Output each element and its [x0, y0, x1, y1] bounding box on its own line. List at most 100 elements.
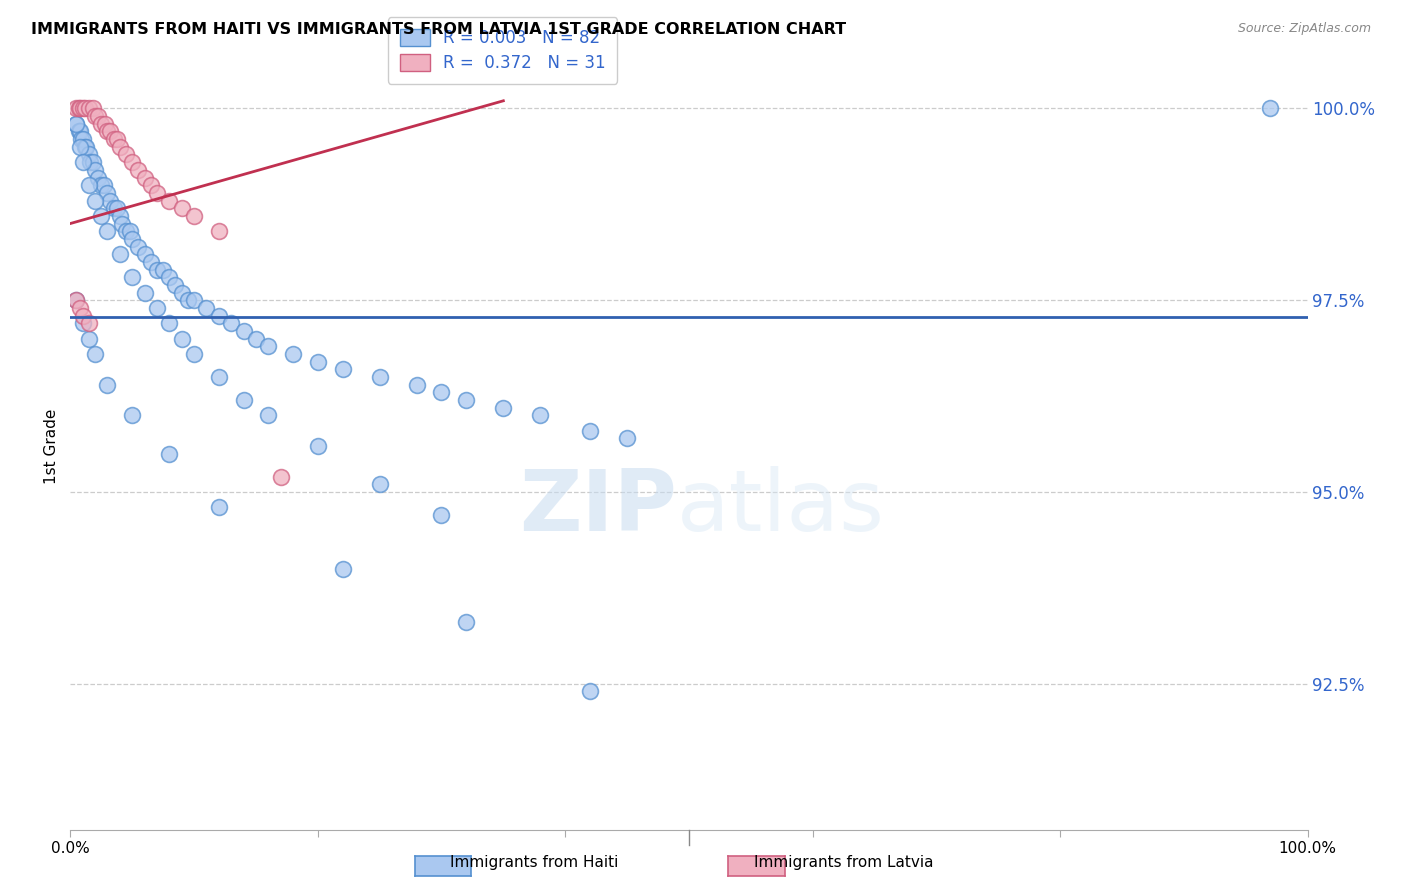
Point	[69, 301, 91, 315]
Point	[270, 469, 292, 483]
Point	[96, 224, 118, 238]
Point	[115, 147, 138, 161]
Point	[134, 247, 156, 261]
Point	[332, 562, 354, 576]
Point	[152, 262, 174, 277]
Point	[146, 301, 169, 315]
Point	[115, 224, 138, 238]
Point	[157, 194, 180, 208]
Point	[108, 140, 131, 154]
Point	[368, 370, 391, 384]
Point	[307, 439, 329, 453]
Point	[96, 186, 118, 200]
Point	[183, 347, 205, 361]
Point	[65, 117, 87, 131]
Point	[579, 684, 602, 698]
Point	[67, 124, 90, 138]
Point	[127, 162, 149, 177]
Point	[69, 140, 91, 154]
Point	[69, 124, 91, 138]
Point	[430, 385, 453, 400]
Point	[134, 285, 156, 300]
Point	[65, 117, 87, 131]
Point	[93, 178, 115, 193]
Point	[208, 370, 231, 384]
Point	[257, 409, 280, 423]
Point	[84, 347, 107, 361]
Point	[157, 270, 180, 285]
Point	[67, 102, 90, 116]
Point	[105, 201, 128, 215]
Point	[121, 409, 143, 423]
Point	[170, 285, 193, 300]
Point	[77, 332, 100, 346]
Point	[492, 401, 515, 415]
Point	[332, 362, 354, 376]
Point	[79, 155, 101, 169]
Point	[208, 224, 231, 238]
Point	[65, 293, 87, 308]
Point	[127, 239, 149, 253]
Point	[72, 309, 94, 323]
Point	[121, 232, 143, 246]
Point	[96, 124, 118, 138]
Point	[170, 201, 193, 215]
Point	[139, 255, 162, 269]
Point	[108, 209, 131, 223]
Point	[579, 424, 602, 438]
Y-axis label: 1st Grade: 1st Grade	[44, 409, 59, 483]
Point	[94, 117, 117, 131]
Point	[177, 293, 200, 308]
Text: Immigrants from Haiti: Immigrants from Haiti	[450, 855, 619, 870]
Point	[84, 162, 107, 177]
Point	[65, 293, 87, 308]
Point	[134, 170, 156, 185]
Point	[90, 117, 112, 131]
Legend: R = 0.003   N = 82, R =  0.372   N = 31: R = 0.003 N = 82, R = 0.372 N = 31	[388, 17, 617, 84]
Point	[96, 377, 118, 392]
Point	[121, 155, 143, 169]
Point	[77, 178, 100, 193]
Point	[219, 316, 242, 330]
Point	[90, 178, 112, 193]
Point	[208, 500, 231, 515]
Point	[86, 170, 108, 185]
Point	[183, 293, 205, 308]
Text: ZIP: ZIP	[519, 466, 676, 549]
Text: atlas: atlas	[676, 466, 884, 549]
Point	[405, 377, 427, 392]
Point	[165, 277, 187, 292]
Point	[121, 270, 143, 285]
Point	[195, 301, 218, 315]
Point	[529, 409, 551, 423]
Point	[157, 447, 180, 461]
Point	[77, 147, 100, 161]
Point	[72, 132, 94, 146]
Point	[84, 194, 107, 208]
Point	[86, 109, 108, 123]
Point	[72, 102, 94, 116]
Point	[82, 102, 104, 116]
Point	[98, 194, 121, 208]
Text: IMMIGRANTS FROM HAITI VS IMMIGRANTS FROM LATVIA 1ST GRADE CORRELATION CHART: IMMIGRANTS FROM HAITI VS IMMIGRANTS FROM…	[31, 22, 846, 37]
Point	[616, 431, 638, 445]
Point	[82, 155, 104, 169]
Point	[281, 347, 304, 361]
Point	[70, 132, 93, 146]
Point	[183, 209, 205, 223]
Text: Immigrants from Latvia: Immigrants from Latvia	[754, 855, 934, 870]
Point	[65, 102, 87, 116]
Point	[139, 178, 162, 193]
Point	[456, 615, 478, 630]
Point	[111, 217, 134, 231]
Point	[430, 508, 453, 522]
Point	[1260, 102, 1282, 116]
Point	[146, 186, 169, 200]
Text: Source: ZipAtlas.com: Source: ZipAtlas.com	[1237, 22, 1371, 36]
Point	[90, 209, 112, 223]
Point	[456, 392, 478, 407]
Point	[257, 339, 280, 353]
Point	[69, 102, 91, 116]
Point	[232, 324, 254, 338]
Point	[307, 354, 329, 368]
